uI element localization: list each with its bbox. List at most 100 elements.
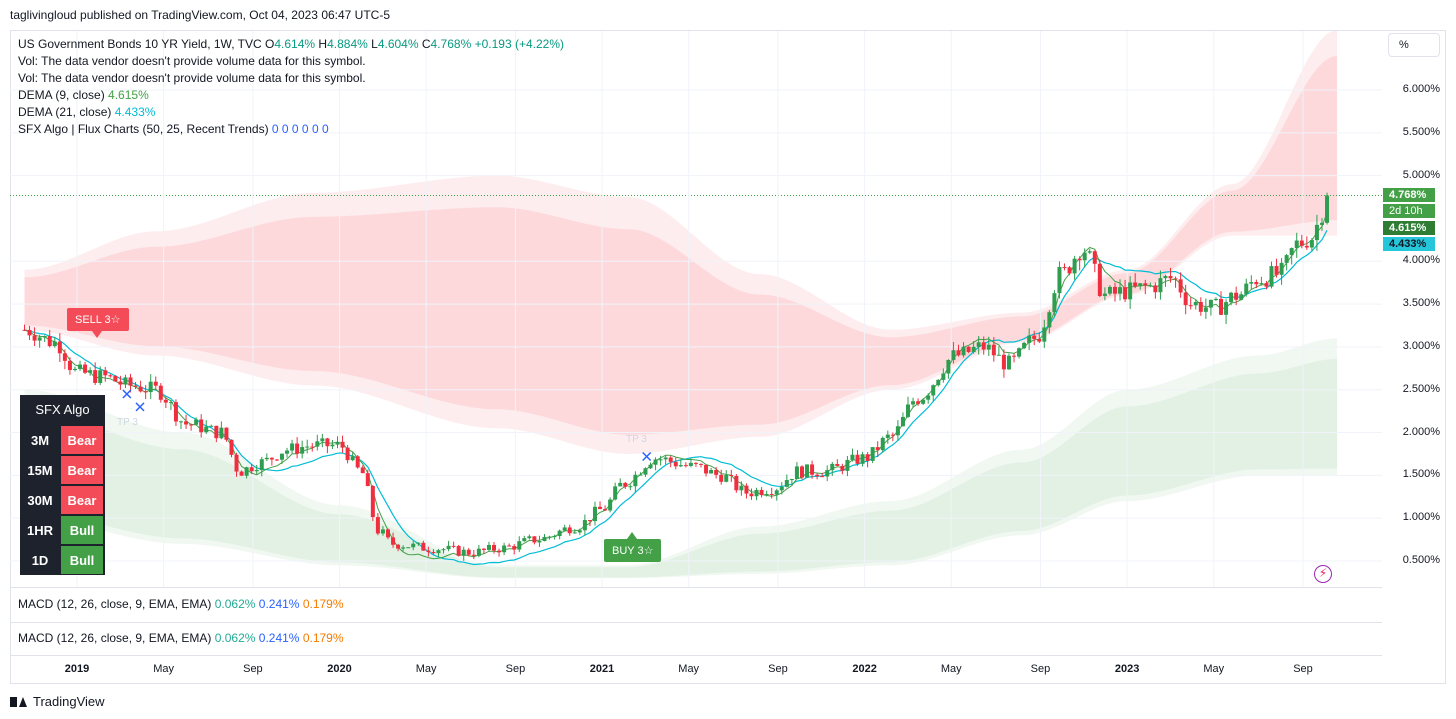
dema9-row[interactable]: DEMA (9, close) 4.615% [18,87,564,104]
candle-body [1203,307,1208,312]
lightning-icon[interactable]: ⚡ [1314,565,1332,583]
candle-body [345,447,350,461]
ohlc-high-label: H [318,37,328,51]
tradingview-logo[interactable]: TradingView [10,694,105,709]
timeframe-label: 1HR [26,522,53,538]
volume-row-1[interactable]: Vol: The data vendor doesn't provide vol… [18,54,366,68]
candle-body [1027,335,1032,343]
macd-value-2: 0.241% [258,597,300,611]
dema21-price-pill: 4.433% [1383,237,1435,251]
candle-body [300,447,305,454]
candle-body [461,549,466,556]
candle-body [1213,298,1218,300]
candle-body [184,421,189,425]
time-tick-label: 2020 [327,663,352,675]
dema21-row[interactable]: DEMA (21, close) 4.433% [18,104,564,121]
candle-body [456,546,461,556]
candle-body [446,545,451,550]
pane-divider[interactable] [10,587,1382,588]
candle-body [138,386,143,392]
sfx-label: SFX Algo | Flux Charts (50, 25, Recent T… [18,122,269,136]
publish-info: taglivingloud published on TradingView.c… [10,8,391,22]
candle-body [315,441,320,447]
ohlc-open: 4.614% [274,37,316,51]
candle-body [143,391,148,393]
candle-body [1314,224,1319,241]
candle-body [517,541,522,550]
sfx-row[interactable]: SFX Algo | Flux Charts (50, 25, Recent T… [18,121,564,138]
price-tick-label: 4.000% [1402,254,1440,267]
candle-body [966,346,971,352]
percent-scale-button[interactable]: % [1388,33,1440,57]
candle-body [1042,327,1047,342]
candle-body [209,425,214,427]
chart-legend: US Government Bonds 10 YR Yield, 1W, TVC… [18,36,564,138]
candle-body [552,536,557,538]
candle-body [401,547,406,549]
candle-body [784,480,789,487]
candle-body [274,459,279,461]
candle-body [1183,292,1188,306]
candle-body [1274,266,1279,275]
candle-body [406,547,411,549]
candle-body [335,441,340,445]
candle-body [1032,335,1037,339]
candle-body [441,549,446,551]
candle-body [431,552,436,554]
candle-body [820,476,825,478]
candle-body [885,434,890,438]
candle-body [305,446,310,448]
buy-tag-pointer [627,532,637,539]
candle-body [794,466,799,479]
macd-value-2: 0.241% [258,631,300,645]
candle-body [805,464,810,478]
candle-body [1148,285,1153,287]
macd-legend-2[interactable]: MACD (12, 26, close, 9, EMA, EMA) 0.062%… [18,631,344,645]
candle-body [875,447,880,451]
candle-body [1153,285,1158,293]
algo-table-row: 30M Bear [20,485,105,515]
macd-legend-1[interactable]: MACD (12, 26, close, 9, EMA, EMA) 0.062%… [18,597,344,611]
dema21-label: DEMA (21, close) [18,105,112,119]
candle-body [996,354,1001,356]
time-tick-label: Sep [505,663,526,675]
trend-state: Bull [61,546,103,574]
candle-body [290,443,295,451]
candle-body [542,536,547,542]
price-tick-label: 1.000% [1402,511,1440,524]
candle-body [916,401,921,404]
tp-cross-marker [135,402,145,412]
candle-body [118,381,123,385]
candle-body [451,545,456,547]
candle-body [22,329,27,331]
price-tick-label: 1.500% [1402,468,1440,481]
candle-body [729,475,734,477]
candle-body [1097,263,1102,296]
volume-row-2[interactable]: Vol: The data vendor doesn't provide vol… [18,71,366,85]
candle-body [734,475,739,491]
tp-label-1: TP 3 [117,417,138,428]
pane-divider[interactable] [10,622,1382,623]
candle-body [1118,287,1123,294]
bear-cloud-outer [24,31,1338,454]
candle-body [936,379,941,386]
dema9-value: 4.615% [108,88,149,102]
candle-body [219,427,224,439]
candle-body [1001,354,1006,370]
candle-body [1087,251,1092,253]
macd-label: MACD (12, 26, close, 9, EMA, EMA) [18,597,212,611]
pane-divider[interactable] [10,655,1382,656]
candle-body [527,536,532,539]
candle-body [1022,342,1027,349]
candle-body [1173,278,1178,280]
grid [10,31,1382,587]
candle-body [204,426,209,433]
time-tick-label: 2022 [852,663,877,675]
candle-body [83,364,88,373]
candle-body [1304,245,1309,248]
symbol-row[interactable]: US Government Bonds 10 YR Yield, 1W, TVC… [18,36,564,53]
candle-body [492,544,497,551]
candle-body [269,457,274,460]
last-price-pill: 4.768% [1383,188,1435,202]
